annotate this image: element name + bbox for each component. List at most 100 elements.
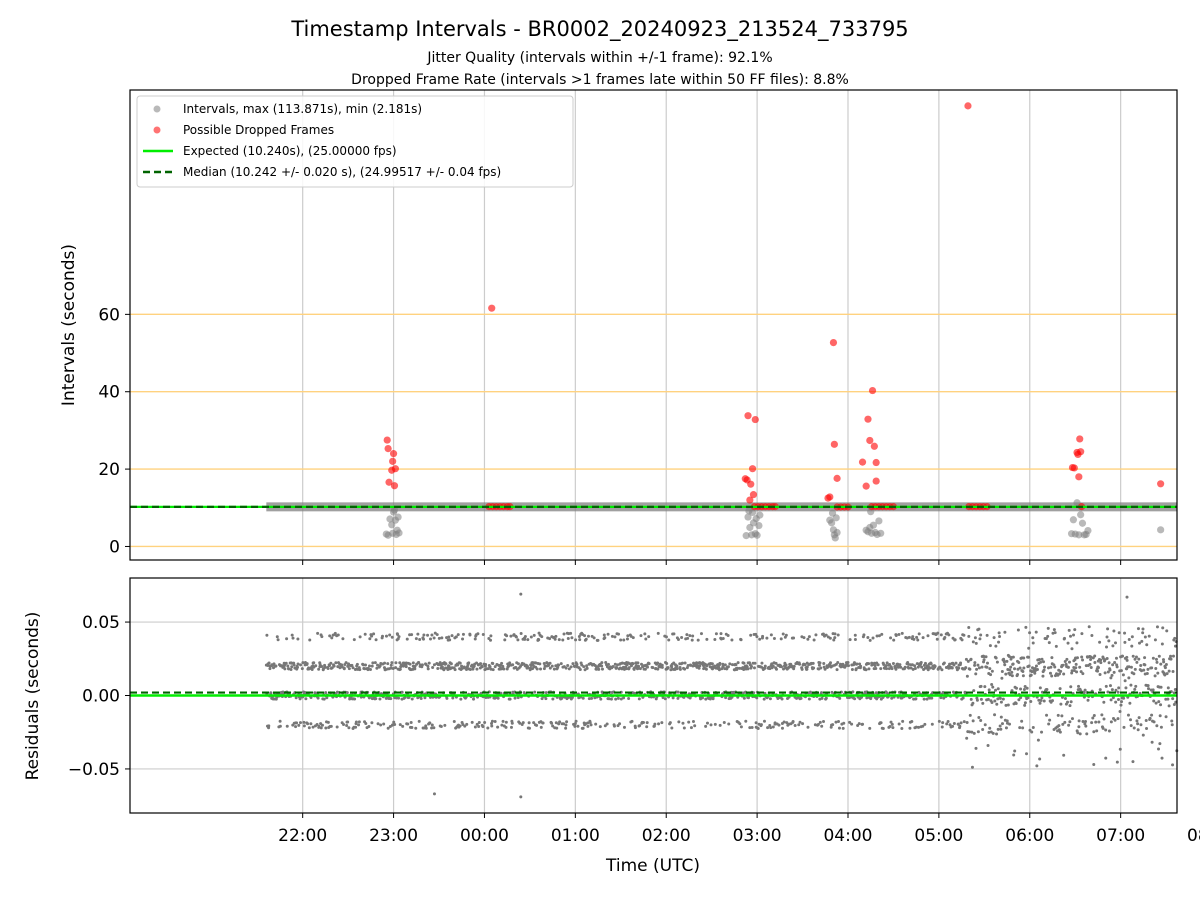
dropped-frame-point bbox=[747, 480, 755, 488]
legend-expected-label: Expected (10.240s), (25.00000 fps) bbox=[183, 144, 397, 158]
residual-point bbox=[1062, 672, 1066, 676]
residual-point bbox=[765, 636, 769, 640]
residual-point bbox=[742, 661, 746, 665]
residual-point bbox=[499, 691, 503, 695]
legend-median-label: Median (10.242 +/- 0.020 s), (24.99517 +… bbox=[183, 165, 501, 179]
residual-point bbox=[1031, 725, 1035, 729]
residual-point bbox=[1115, 760, 1119, 764]
bottom-xtick-label: 03:00 bbox=[733, 826, 782, 846]
residual-point bbox=[974, 641, 978, 645]
residual-point bbox=[645, 721, 649, 725]
residual-point bbox=[921, 724, 925, 728]
residual-point bbox=[1011, 662, 1015, 666]
residual-point bbox=[374, 697, 378, 701]
residual-point bbox=[917, 632, 921, 636]
residual-point bbox=[1146, 667, 1150, 671]
residual-point bbox=[587, 697, 591, 701]
residual-point bbox=[890, 667, 894, 671]
residual-point bbox=[834, 720, 838, 724]
residual-point bbox=[1013, 749, 1017, 753]
residual-point bbox=[392, 720, 396, 724]
residual-point bbox=[919, 661, 923, 665]
residual-point bbox=[1042, 699, 1046, 703]
residual-point bbox=[328, 634, 332, 638]
residual-point bbox=[1043, 665, 1047, 669]
residual-point bbox=[645, 665, 649, 669]
residual-point bbox=[562, 722, 566, 726]
residual-point bbox=[578, 668, 582, 672]
residual-point bbox=[678, 667, 682, 671]
top-yticks: 0 20 40 60 bbox=[98, 305, 130, 557]
residual-point bbox=[539, 725, 543, 729]
residual-point bbox=[1105, 645, 1109, 649]
dropped-frame-point bbox=[872, 458, 880, 467]
residual-point bbox=[1041, 674, 1045, 678]
residual-point bbox=[274, 664, 278, 668]
dropped-frame-point bbox=[833, 474, 841, 482]
residual-point bbox=[785, 721, 789, 725]
residual-point bbox=[505, 634, 509, 638]
residual-point bbox=[1114, 688, 1118, 692]
bottom-yticks: 0.05 0.00 −0.05 bbox=[68, 613, 130, 780]
residual-point bbox=[513, 696, 517, 700]
residual-point bbox=[527, 721, 531, 725]
residual-point bbox=[1029, 673, 1033, 677]
residual-point bbox=[1069, 634, 1073, 638]
residual-point bbox=[780, 726, 784, 730]
residual-point bbox=[957, 666, 961, 670]
residual-point bbox=[1132, 726, 1136, 730]
residual-point bbox=[892, 638, 896, 642]
residual-point bbox=[1155, 724, 1159, 728]
bottom-xtick-label: 23:00 bbox=[369, 826, 418, 846]
residual-point bbox=[1130, 635, 1134, 639]
residual-point bbox=[1159, 662, 1163, 666]
residual-point bbox=[1071, 691, 1075, 695]
residual-point bbox=[979, 684, 983, 688]
residual-point bbox=[848, 638, 852, 642]
residual-point bbox=[983, 685, 987, 689]
residual-point bbox=[1074, 666, 1078, 670]
residual-point bbox=[1004, 703, 1008, 707]
residual-point bbox=[1075, 641, 1079, 645]
residual-point bbox=[372, 632, 376, 636]
residual-point bbox=[386, 662, 390, 666]
residual-point bbox=[644, 637, 648, 641]
residual-point bbox=[285, 724, 289, 728]
residual-point bbox=[565, 720, 569, 724]
residual-point bbox=[1104, 756, 1108, 760]
residual-point bbox=[1018, 726, 1022, 730]
residual-point bbox=[1048, 718, 1052, 722]
residual-point bbox=[998, 724, 1002, 728]
residual-point bbox=[1152, 699, 1156, 703]
residual-point bbox=[1096, 669, 1100, 673]
residual-point bbox=[500, 723, 504, 727]
residual-point bbox=[397, 635, 401, 639]
residual-point bbox=[981, 701, 985, 705]
residual-point bbox=[627, 666, 631, 670]
residual-point bbox=[756, 727, 760, 731]
residual-point bbox=[762, 697, 766, 701]
residual-point bbox=[376, 722, 380, 726]
residual-point bbox=[807, 697, 811, 701]
residual-point bbox=[1123, 631, 1127, 635]
residual-point bbox=[1129, 724, 1133, 728]
residual-point bbox=[613, 635, 617, 639]
residual-point bbox=[1154, 701, 1158, 705]
residual-point bbox=[855, 662, 859, 666]
residual-point bbox=[301, 661, 305, 665]
residual-point bbox=[842, 721, 846, 725]
residual-point bbox=[309, 722, 313, 726]
residual-point bbox=[666, 666, 670, 670]
residual-point bbox=[960, 638, 964, 642]
residual-point bbox=[1151, 656, 1155, 660]
residual-point bbox=[551, 697, 555, 701]
residual-point bbox=[465, 722, 469, 726]
residual-point bbox=[548, 661, 552, 665]
residual-point bbox=[1125, 658, 1129, 662]
residual-point bbox=[504, 725, 508, 729]
top-ytick-label: 60 bbox=[98, 305, 120, 325]
residual-point bbox=[713, 637, 717, 641]
residual-point bbox=[1145, 643, 1149, 647]
residual-point bbox=[335, 725, 339, 729]
residual-point bbox=[727, 722, 731, 726]
